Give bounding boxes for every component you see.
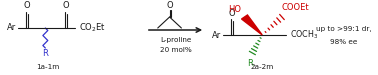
Polygon shape bbox=[242, 15, 262, 35]
Text: O: O bbox=[228, 8, 235, 17]
Text: O: O bbox=[166, 2, 173, 10]
Text: up to >99:1 dr,: up to >99:1 dr, bbox=[316, 26, 372, 32]
Text: 1a-1m: 1a-1m bbox=[36, 64, 59, 70]
Text: 98% ee: 98% ee bbox=[330, 39, 358, 45]
Text: O: O bbox=[23, 2, 30, 10]
Text: R: R bbox=[248, 58, 253, 68]
Text: 20 mol%: 20 mol% bbox=[160, 47, 191, 53]
Text: COOEt: COOEt bbox=[282, 2, 310, 11]
Text: O: O bbox=[63, 2, 70, 10]
Text: CO$_2$Et: CO$_2$Et bbox=[79, 22, 106, 34]
Text: L-proline: L-proline bbox=[160, 37, 191, 43]
Text: Ar: Ar bbox=[212, 31, 221, 40]
Text: R: R bbox=[42, 50, 48, 58]
Text: 2a-2m: 2a-2m bbox=[251, 64, 274, 70]
Text: COCH$_3$: COCH$_3$ bbox=[290, 29, 318, 41]
Text: HO: HO bbox=[228, 4, 241, 14]
Text: Ar: Ar bbox=[7, 23, 16, 32]
